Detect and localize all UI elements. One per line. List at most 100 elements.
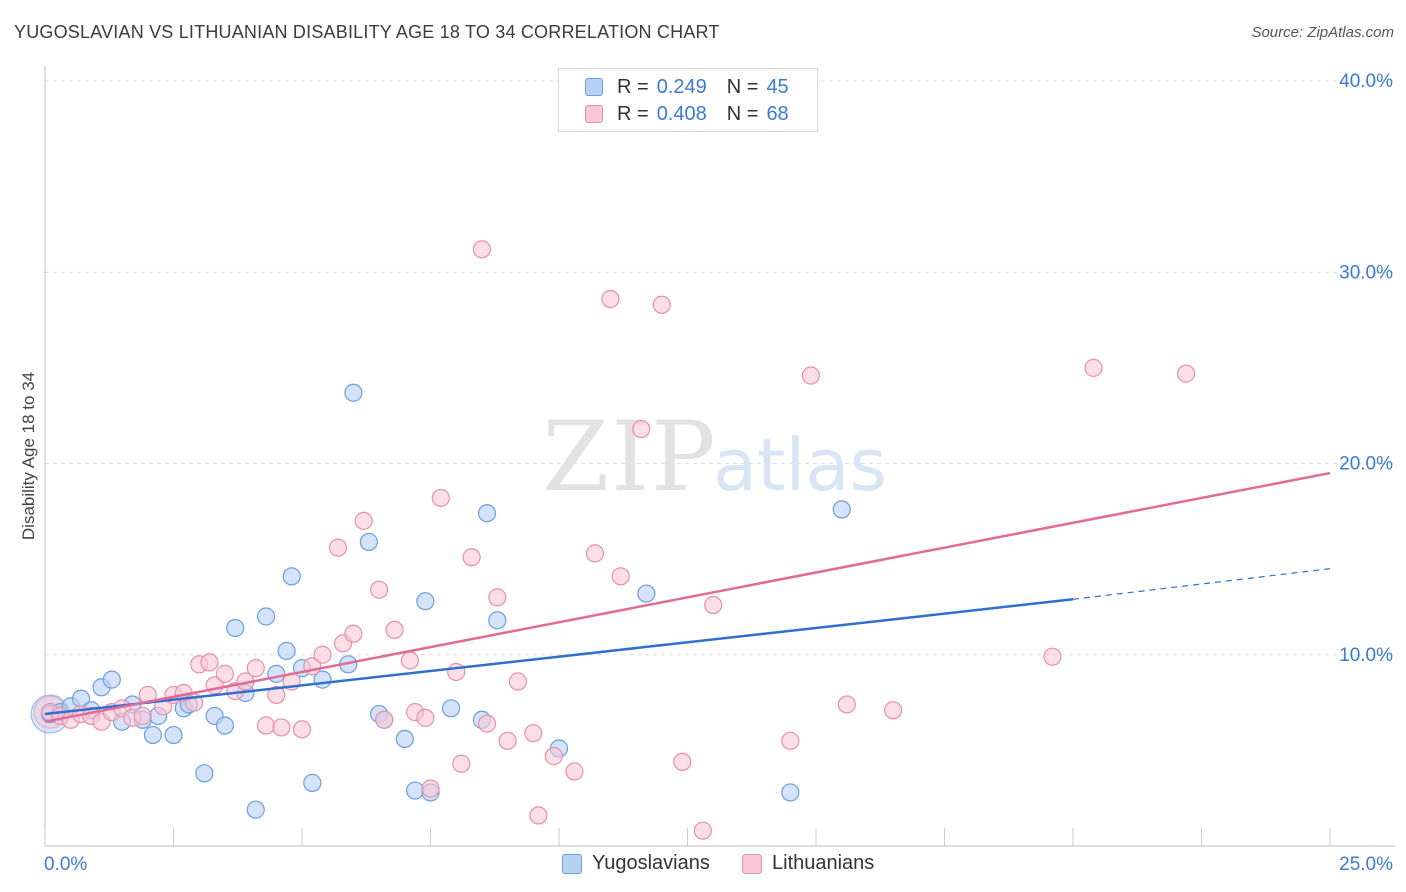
trend-lines [44,471,1331,723]
point-lithuanians [431,488,450,508]
point-yugoslavians [405,781,425,800]
point-lithuanians [1176,364,1196,383]
point-lithuanians [488,588,507,607]
point-lithuanians [544,747,563,766]
legend-r-label: R = [617,75,649,98]
point-lithuanians [883,701,903,720]
point-lithuanians [452,754,471,773]
point-lithuanians [529,806,548,825]
point-yugoslavians [359,532,378,552]
point-lithuanians [601,289,620,309]
point-yugoslavians [416,592,435,611]
point-lithuanians [477,714,497,733]
point-lithuanians [508,672,527,691]
point-lithuanians [272,718,291,737]
point-yugoslavians [344,383,363,402]
legend-row-lithuanians: R = 0.408 N = 68 [585,102,809,126]
point-lithuanians [1043,647,1062,666]
point-lithuanians [565,762,584,781]
point-lithuanians [385,620,404,639]
legend-r-label: R = [617,102,649,125]
point-yugoslavians [143,725,163,745]
point-yugoslavians [781,783,800,802]
point-lithuanians [267,685,286,705]
point-yugoslavians [215,716,234,735]
watermark: ZIP atlas [542,401,887,513]
bottom-legend-label: Yugoslavians [592,852,710,874]
point-yugoslavians [303,773,322,792]
watermark-zip: ZIP [542,401,717,513]
legend-n-value: 45 [766,75,789,98]
chart-title: YUGOSLAVIAN VS LITHUANIAN DISABILITY AGE… [14,22,720,42]
legend-r-value: 0.249 [656,75,707,98]
point-lithuanians [673,752,692,771]
legend-swatch-pink [585,105,603,123]
point-yugoslavians [441,699,461,718]
bottom-legend-lithuanians: Lithuanians [742,852,874,875]
point-yugoslavians [267,664,286,683]
trend-line-lithuanians [44,471,1331,723]
point-lithuanians [498,731,517,750]
watermark-atlas: atlas [713,423,887,507]
x-tick-label: 25.0% [1339,854,1393,875]
point-yugoslavians [395,729,414,749]
x-tick-label: 0.0% [44,854,87,875]
point-lithuanians [370,580,389,599]
point-yugoslavians [637,584,656,603]
point-lithuanians [781,731,800,750]
point-yugoslavians [164,725,183,745]
trend-line-yugoslavians-extension [1072,568,1331,600]
point-lithuanians [215,664,234,683]
y-tick-label: 40.0% [1339,71,1393,92]
point-lithuanians [400,651,420,670]
point-lithuanians [344,624,363,643]
legend-n-label: N = [726,102,759,125]
point-lithuanians [416,708,435,727]
point-lithuanians [585,544,605,563]
point-yugoslavians [477,504,497,523]
correlation-legend: R = 0.249 N = 45 R = 0.408 N = 68 [558,68,818,132]
data-points [30,240,1196,840]
point-lithuanians [256,716,276,735]
point-lithuanians [632,419,651,439]
point-lithuanians [611,567,630,586]
point-lithuanians [375,710,394,729]
y-tick-label: 30.0% [1339,262,1393,283]
point-lithuanians [524,724,543,743]
point-lithuanians [292,720,312,739]
bottom-legend-swatch-pink [742,853,762,874]
bottom-legend-yugoslavians: Yugoslavians [562,852,710,875]
point-lithuanians [354,511,373,530]
tick-labels: 10.0% 20.0% 30.0% 40.0% 0.0% 25.0% [44,71,1393,875]
bottom-legend-swatch-blue [562,853,582,874]
y-tick-label: 10.0% [1339,645,1393,666]
point-yugoslavians [102,670,121,689]
y-axis-label: Disability Age 18 to 34 [19,372,38,540]
legend-n-label: N = [726,75,759,98]
point-lithuanians [472,240,491,259]
legend-swatch-blue [585,78,603,96]
axes [44,66,1395,847]
point-yugoslavians [195,764,214,783]
chart-source: Source: ZipAtlas.com [1251,24,1394,41]
point-lithuanians [652,295,671,314]
point-yugoslavians [282,567,301,586]
point-yugoslavians [488,611,507,630]
point-yugoslavians [277,641,296,661]
point-lithuanians [837,695,856,714]
point-yugoslavians [832,500,851,519]
point-lithuanians [133,706,152,726]
point-lithuanians [421,779,440,798]
point-yugoslavians [256,607,276,626]
y-tick-label: 20.0% [1339,454,1393,475]
point-yugoslavians [246,800,265,819]
point-lithuanians [200,653,219,672]
point-lithuanians [693,821,713,840]
point-lithuanians [704,595,723,615]
point-lithuanians [313,645,332,664]
point-lithuanians [801,366,820,385]
point-lithuanians [328,538,348,557]
legend-r-value: 0.408 [656,102,707,125]
point-lithuanians [462,548,481,567]
